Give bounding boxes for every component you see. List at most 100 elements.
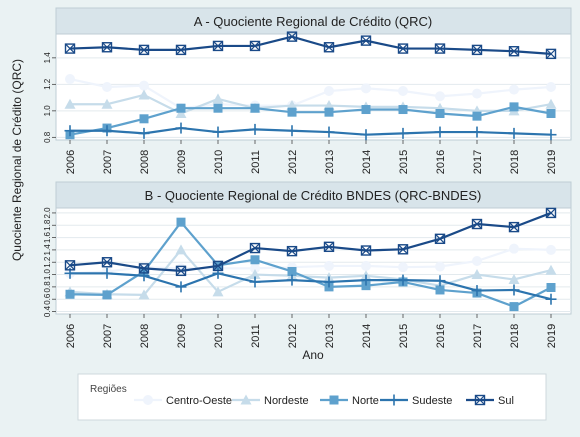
data-point: [471, 126, 483, 138]
data-point: [546, 82, 556, 92]
x-tick-label: 2007: [102, 324, 114, 348]
data-point: [286, 274, 298, 286]
data-point: [323, 126, 335, 138]
data-point: [175, 244, 187, 255]
series-line: [69, 105, 552, 136]
x-tick-label: 2013: [324, 324, 336, 348]
data-point: [175, 44, 187, 56]
data-point: [212, 260, 224, 272]
x-tick-label: 2012: [287, 324, 299, 348]
series-sudeste: [64, 122, 557, 141]
data-point: [249, 242, 261, 254]
data-point: [434, 233, 446, 245]
data-point: [176, 103, 186, 113]
y-tick-label: 1.2: [43, 78, 52, 90]
data-point: [286, 125, 298, 137]
y-tick-label: 0.6: [43, 293, 52, 305]
y-tick-label: 1.8: [43, 219, 52, 231]
data-point: [138, 89, 150, 100]
legend-item-centro-oeste: Centro-Oeste: [134, 395, 232, 407]
data-point: [249, 123, 261, 135]
series-line: [69, 248, 552, 296]
data-point: [101, 257, 113, 268]
data-point: [249, 40, 261, 52]
data-point: [509, 84, 519, 95]
legend-swatch-marker: [240, 394, 252, 405]
legend-items: Centro-Oeste Nordeste Norte Sudeste Sul: [134, 394, 514, 407]
data-point: [101, 98, 113, 109]
x-tick-label: 2008: [139, 150, 151, 174]
x-tick-label: 2013: [324, 150, 336, 174]
data-point: [323, 241, 335, 253]
x-tick-label: 2006: [65, 324, 77, 348]
data-point: [360, 129, 372, 141]
x-tick-label: 2009: [176, 324, 188, 348]
data-point: [471, 44, 483, 56]
data-point: [286, 100, 298, 111]
data-point: [101, 125, 113, 137]
x-tick-label: 2015: [398, 324, 410, 348]
data-point: [213, 103, 223, 113]
legend-swatch-marker: [143, 395, 153, 405]
data-point: [175, 281, 187, 293]
data-point: [472, 88, 482, 99]
panel-b-y-ticks: 0.40.60.81.01.21.41.61.82.0: [43, 207, 56, 317]
data-point: [546, 283, 556, 292]
panel-a-y-ticks: 0.8 1.0 1.2 1.4: [43, 52, 56, 143]
data-point: [64, 43, 76, 54]
series-line: [69, 77, 552, 110]
y-tick-label: 1.2: [43, 256, 52, 268]
data-point: [324, 85, 334, 96]
legend-label: Centro-Oeste: [166, 395, 232, 407]
x-tick-label: 2017: [472, 150, 484, 174]
data-point: [323, 276, 335, 288]
x-tick-label: 2009: [176, 150, 188, 174]
x-tick-label: 2011: [250, 324, 262, 348]
data-point: [360, 274, 372, 286]
data-point: [323, 100, 335, 111]
data-point: [176, 217, 186, 227]
legend-label: Sul: [498, 395, 514, 407]
series-sul: [64, 207, 557, 277]
data-point: [361, 281, 371, 291]
y-tick-label: 1.0: [43, 105, 52, 117]
data-point: [397, 274, 409, 286]
data-point: [509, 102, 519, 112]
data-point: [508, 221, 520, 233]
data-point: [286, 245, 298, 257]
data-point: [287, 266, 297, 276]
data-point: [139, 114, 149, 124]
data-point: [472, 111, 482, 121]
data-point: [360, 35, 372, 46]
data-point: [212, 40, 224, 52]
series-line: [70, 272, 552, 301]
y-tick-label: 1.4: [43, 52, 52, 64]
data-point: [64, 125, 76, 137]
data-point: [545, 293, 557, 305]
data-point: [508, 127, 520, 139]
x-tick-label: 2014: [361, 324, 373, 348]
data-point: [139, 80, 149, 91]
y-tick-label: 0.8: [43, 281, 52, 293]
data-point: [64, 260, 76, 271]
panel-b-title: B - Quociente Regional de Crédito BNDES …: [145, 188, 482, 203]
x-tick-label: 2019: [546, 150, 558, 174]
data-point: [138, 289, 150, 300]
data-point: [546, 244, 556, 255]
x-tick-label: 2012: [287, 150, 299, 174]
legend: Regiões Centro-Oeste Nordeste Norte Sudeste…: [77, 373, 547, 421]
data-point: [65, 74, 75, 85]
data-point: [471, 269, 483, 280]
legend-label: Nordeste: [264, 395, 309, 407]
data-point: [434, 43, 446, 54]
y-axis-label: Quociente Regional de Crédito (QRC): [10, 59, 24, 261]
data-point: [212, 93, 224, 104]
data-point: [65, 289, 75, 299]
data-point: [397, 43, 409, 54]
x-tick-label: 2015: [398, 150, 410, 174]
data-point: [508, 273, 520, 284]
data-point: [212, 126, 224, 138]
legend-item-norte: Norte: [320, 395, 379, 407]
data-point: [324, 260, 334, 271]
legend-label: Norte: [352, 395, 379, 407]
